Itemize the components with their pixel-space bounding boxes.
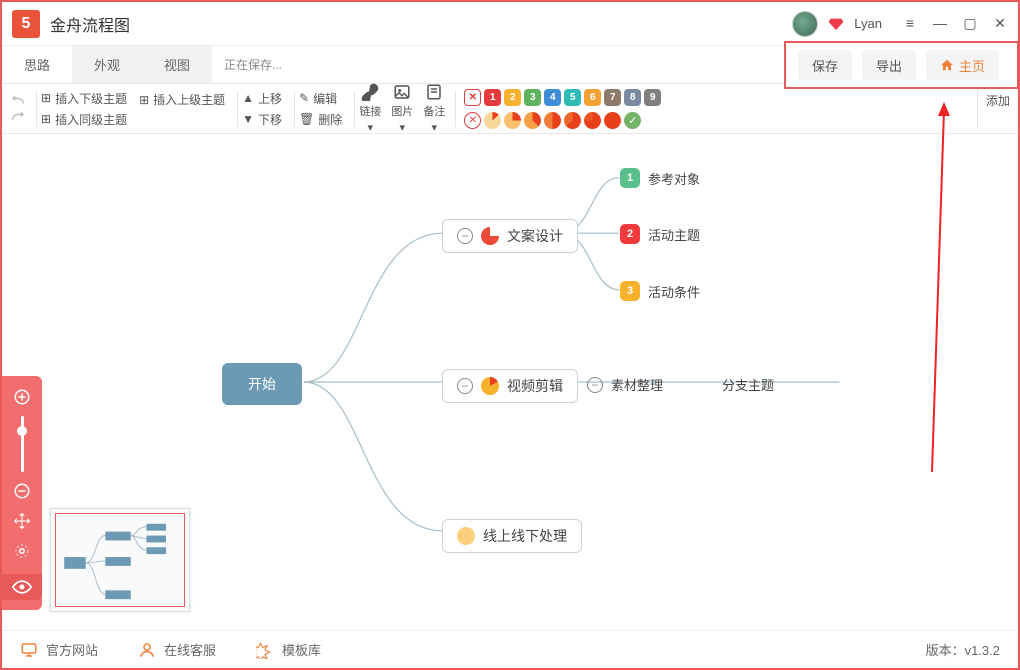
official-site-link[interactable]: 官方网站 (20, 640, 98, 659)
maximize-button[interactable]: ▢ (962, 15, 978, 32)
progress-badges: ✕✓ (464, 112, 661, 129)
edit-button[interactable]: ✎ 编辑 (299, 90, 342, 107)
username-label: Lyan (854, 16, 882, 31)
locate-button[interactable] (11, 540, 33, 562)
node-icon (481, 377, 499, 395)
priority-2[interactable]: 2 (504, 89, 521, 106)
tab-mind[interactable]: 思路 (2, 46, 72, 83)
priority-clear[interactable]: ✕ (464, 89, 481, 106)
progress-6[interactable] (584, 112, 601, 129)
priority-6[interactable]: 6 (584, 89, 601, 106)
zoom-out-button[interactable] (11, 480, 33, 502)
move-down-button[interactable]: ▼ 下移 (242, 111, 282, 128)
progress-clear[interactable]: ✕ (464, 112, 481, 129)
node-video[interactable]: − 视频剪辑 (442, 369, 578, 403)
minimap[interactable] (50, 508, 190, 612)
link-button[interactable]: 链接 ▾ (359, 83, 381, 134)
node-copywriting[interactable]: − 文案设计 (442, 219, 578, 253)
footer: 官方网站 在线客服 模板库 版本：v1.3.2 (2, 630, 1018, 668)
support-link[interactable]: 在线客服 (138, 640, 216, 659)
progress-8[interactable]: ✓ (624, 112, 641, 129)
export-button[interactable]: 导出 (862, 50, 916, 80)
minimap-toggle[interactable] (2, 574, 42, 600)
node-icon (481, 227, 499, 245)
menu-icon[interactable]: ≡ (902, 15, 918, 32)
support-icon (138, 641, 156, 659)
tab-view[interactable]: 视图 (142, 46, 212, 83)
leaf-badge-icon: 1 (620, 168, 640, 188)
leaf-material[interactable]: − 素材整理 (587, 375, 663, 394)
priority-3[interactable]: 3 (524, 89, 541, 106)
zoom-slider[interactable] (21, 416, 24, 472)
start-node[interactable]: 开始 (222, 363, 302, 405)
insert-child-button[interactable]: ⊞ 插入下级主题 (41, 90, 127, 107)
priority-8[interactable]: 8 (624, 89, 641, 106)
version-label: 版本：v1.3.2 (926, 640, 1000, 659)
leaf-topic[interactable]: 2 活动主题 (620, 224, 700, 244)
leaf-badge-icon: 3 (620, 281, 640, 301)
tabs-row: 思路 外观 视图 正在保存... 保存 导出 主页 (2, 46, 1018, 84)
templates-link[interactable]: 模板库 (256, 640, 321, 659)
progress-4[interactable] (544, 112, 561, 129)
insert-parent-button[interactable]: ⊞ 插入上级主题 (139, 91, 225, 108)
home-button[interactable]: 主页 (926, 50, 999, 80)
leaf-reference[interactable]: 1 参考对象 (620, 168, 700, 188)
priority-badges: ✕123456789 (464, 89, 661, 106)
leaf-badge-icon: 2 (620, 224, 640, 244)
node-icon (457, 527, 475, 545)
close-button[interactable]: ✕ (992, 15, 1008, 32)
progress-2[interactable] (504, 112, 521, 129)
progress-5[interactable] (564, 112, 581, 129)
priority-1[interactable]: 1 (484, 89, 501, 106)
top-actions: 保存 导出 主页 (784, 41, 1019, 89)
app-title: 金舟流程图 (50, 12, 130, 36)
zoom-in-button[interactable] (11, 386, 33, 408)
delete-button[interactable]: 🗑 删除 (299, 111, 342, 128)
collapse-icon[interactable]: − (457, 228, 473, 244)
move-up-button[interactable]: ▲ 上移 (242, 90, 282, 107)
minimize-button[interactable]: — (932, 15, 948, 32)
note-button[interactable]: 备注 ▾ (423, 83, 445, 134)
templates-icon (256, 641, 274, 659)
avatar[interactable] (792, 11, 818, 37)
app-logo-icon: 5 (12, 10, 40, 38)
progress-7[interactable] (604, 112, 621, 129)
node-online-offline[interactable]: 线上线下处理 (442, 519, 582, 553)
priority-7[interactable]: 7 (604, 89, 621, 106)
progress-1[interactable] (484, 112, 501, 129)
progress-3[interactable] (524, 112, 541, 129)
insert-sibling-button[interactable]: ⊞ 插入同级主题 (41, 111, 127, 128)
undo-icon[interactable] (10, 95, 26, 107)
monitor-icon (20, 641, 38, 659)
collapse-icon[interactable]: − (457, 378, 473, 394)
save-button[interactable]: 保存 (798, 50, 852, 80)
leaf-branch[interactable]: 分支主题 (722, 375, 774, 394)
pan-button[interactable] (11, 510, 33, 532)
canvas[interactable]: 开始 − 文案设计 − 视频剪辑 线上线下处理 1 参考对象 2 活动主题 3 … (2, 136, 1018, 630)
image-button[interactable]: 图片 ▾ (391, 83, 413, 134)
vip-diamond-icon[interactable] (828, 16, 844, 32)
priority-4[interactable]: 4 (544, 89, 561, 106)
tab-appearance[interactable]: 外观 (72, 46, 142, 83)
collapse-icon[interactable]: − (587, 377, 603, 393)
add-button[interactable]: 添加 (977, 90, 1010, 128)
leaf-condition[interactable]: 3 活动条件 (620, 281, 700, 301)
saving-label: 正在保存... (224, 46, 282, 83)
titlebar: 5 金舟流程图 Lyan ≡ — ▢ ✕ (2, 2, 1018, 46)
priority-5[interactable]: 5 (564, 89, 581, 106)
redo-icon[interactable] (10, 111, 26, 123)
toolbar: ⊞ 插入下级主题 ⊞ 插入同级主题 ⊞ 插入上级主题 x ▲ 上移 ▼ 下移 ✎… (2, 84, 1018, 134)
home-icon (940, 58, 954, 72)
priority-9[interactable]: 9 (644, 89, 661, 106)
home-label: 主页 (959, 56, 985, 75)
zoom-panel (2, 376, 42, 610)
